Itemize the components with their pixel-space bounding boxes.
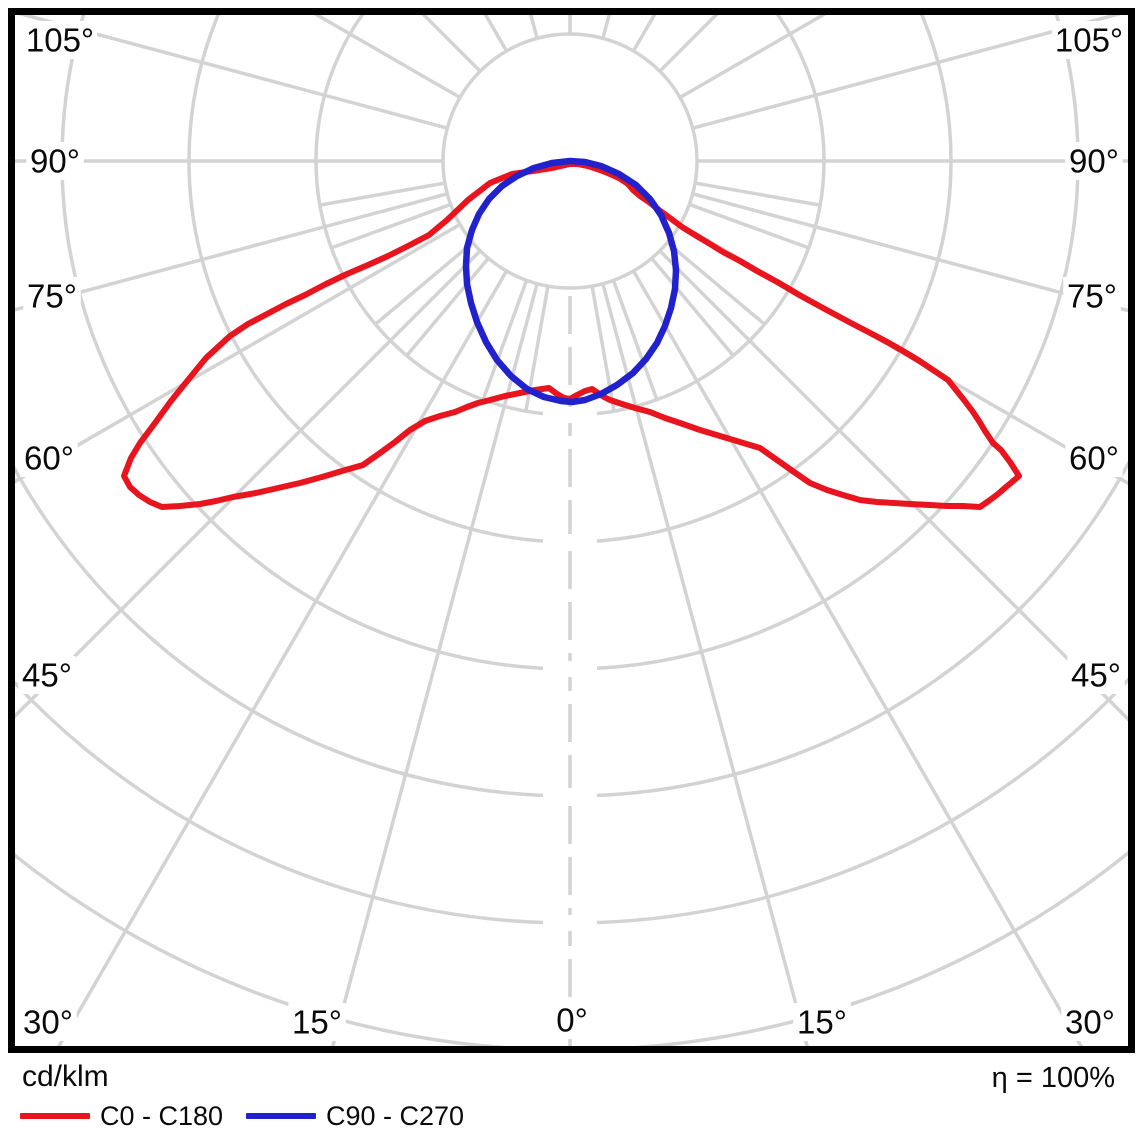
angle-label: 0° bbox=[556, 1002, 588, 1039]
grid-spoke bbox=[18, 15, 448, 130]
angle-label-bg bbox=[26, 142, 84, 180]
angle-label: 75° bbox=[27, 278, 77, 315]
angle-label-bg bbox=[551, 1001, 593, 1039]
c90-c270-curve bbox=[462, 157, 680, 406]
angle-label-bg bbox=[1061, 1003, 1119, 1041]
angle-label: 90° bbox=[1069, 143, 1119, 180]
grid-spoke bbox=[15, 192, 448, 312]
angle-label: 60° bbox=[1069, 440, 1119, 477]
unit-label: cd/klm bbox=[22, 1060, 109, 1093]
legend-label: C90 - C270 bbox=[326, 1100, 465, 1131]
angle-label: 90° bbox=[30, 143, 80, 180]
axis-gap bbox=[543, 407, 597, 423]
c90-c270-line-swatch bbox=[246, 1113, 316, 1119]
angle-label-bg bbox=[1052, 21, 1126, 59]
grid-minor-spoke bbox=[405, 257, 490, 357]
angle-label-bg bbox=[793, 1003, 851, 1041]
grid-spoke bbox=[601, 283, 809, 1046]
labels-layer: 105° 90° 75° 60° 45° 30° 15° 0° 15° 30° 45° 60° 75° 9… bbox=[18, 21, 1126, 1041]
grid-minor-spoke bbox=[374, 241, 474, 326]
grid-spoke bbox=[631, 270, 1083, 1046]
angle-label: 15° bbox=[797, 1004, 847, 1041]
angle-label-bg bbox=[20, 439, 78, 477]
angle-label-bg bbox=[19, 1003, 77, 1041]
grid-spoke bbox=[15, 222, 461, 484]
grid-minor-spoke bbox=[481, 279, 529, 401]
grid-minor-spoke bbox=[319, 181, 446, 207]
grid-spoke bbox=[692, 192, 1128, 313]
angle-label-bg bbox=[23, 277, 81, 315]
angle-label: 30° bbox=[1065, 1004, 1115, 1041]
curves-layer bbox=[121, 157, 1022, 510]
grid-spoke bbox=[692, 15, 1122, 130]
legend-item-c0-c180: C0 - C180 bbox=[20, 1101, 223, 1131]
angle-label: 15° bbox=[292, 1004, 342, 1041]
axis-gap bbox=[543, 534, 597, 550]
axis-gap bbox=[543, 661, 597, 677]
grid-spoke bbox=[57, 270, 509, 1046]
efficiency-label: η = 100% bbox=[991, 1062, 1115, 1094]
angle-label: 60° bbox=[24, 440, 74, 477]
angle-label-bg bbox=[23, 21, 97, 59]
axis-gap bbox=[543, 788, 597, 804]
plot-border bbox=[8, 8, 1135, 1053]
grid-minor-spoke bbox=[688, 202, 810, 250]
legend-item-c90-c270: C90 - C270 bbox=[246, 1101, 464, 1131]
grid-spoke bbox=[331, 283, 539, 1046]
angle-label: 45° bbox=[1071, 657, 1121, 694]
grid-minor-spoke bbox=[650, 257, 735, 357]
grid-minor-spoke bbox=[694, 181, 821, 207]
angle-label: 75° bbox=[1067, 278, 1117, 315]
angle-label: 45° bbox=[22, 657, 72, 694]
angle-label-bg bbox=[288, 1003, 346, 1041]
grid-minor-spoke bbox=[611, 279, 659, 401]
angle-label: 30° bbox=[23, 1004, 73, 1041]
grid-spoke bbox=[15, 249, 482, 719]
angle-label-bg bbox=[1065, 142, 1123, 180]
angle-label-bg bbox=[1063, 277, 1121, 315]
angle-label: 105° bbox=[1055, 22, 1123, 59]
grid-minor-spoke bbox=[666, 241, 766, 326]
grid-minor-spoke bbox=[330, 202, 452, 250]
c0-c180-line-swatch bbox=[20, 1113, 90, 1119]
angle-label: 105° bbox=[26, 22, 94, 59]
angle-label-bg bbox=[1067, 656, 1125, 694]
c0-c180-curve bbox=[121, 161, 1022, 510]
legend-label: C0 - C180 bbox=[100, 1100, 224, 1131]
angle-label-bg bbox=[1065, 439, 1123, 477]
axis-gap bbox=[543, 915, 597, 931]
angle-label-bg bbox=[18, 656, 76, 694]
grid-spoke bbox=[658, 249, 1128, 722]
